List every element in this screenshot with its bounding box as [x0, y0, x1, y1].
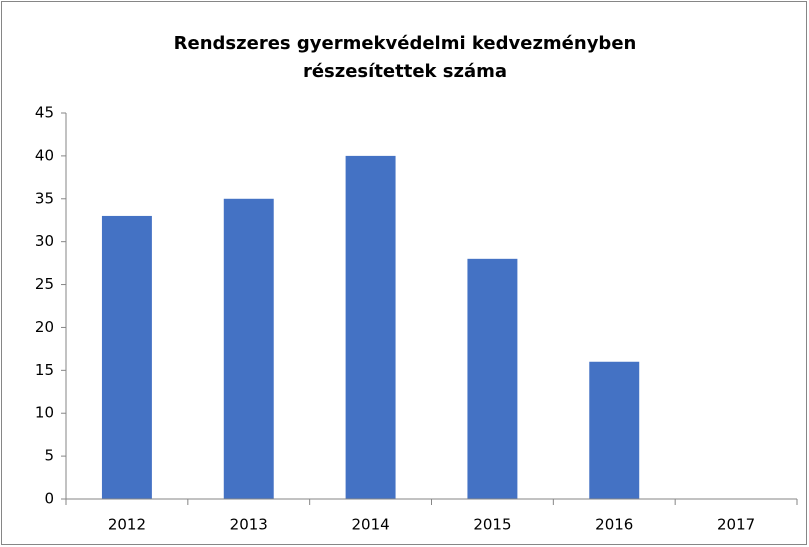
y-tick-label: 20	[35, 318, 54, 336]
chart-title: Rendszeres gyermekvédelmi kedvezményben	[174, 33, 637, 54]
x-tick-label: 2017	[717, 516, 755, 534]
y-tick-label: 45	[35, 104, 54, 122]
chart-title: részesítettek száma	[303, 61, 507, 82]
bar	[101, 215, 152, 499]
bar	[467, 258, 518, 499]
y-tick-label: 30	[35, 232, 54, 250]
y-tick-label: 25	[35, 275, 54, 293]
x-tick-label: 2015	[473, 516, 511, 534]
y-tick-label: 0	[44, 490, 54, 508]
y-tick-label: 15	[35, 361, 54, 379]
bar	[589, 361, 640, 499]
x-tick-label: 2014	[351, 516, 389, 534]
x-tick-label: 2013	[230, 516, 268, 534]
y-tick-label: 5	[44, 447, 54, 465]
x-tick-label: 2016	[595, 516, 633, 534]
bar	[345, 155, 396, 499]
x-tick-label: 2012	[108, 516, 146, 534]
y-tick-label: 10	[35, 404, 54, 422]
bar	[223, 198, 274, 499]
y-tick-label: 35	[35, 189, 54, 207]
y-tick-label: 40	[35, 146, 54, 164]
